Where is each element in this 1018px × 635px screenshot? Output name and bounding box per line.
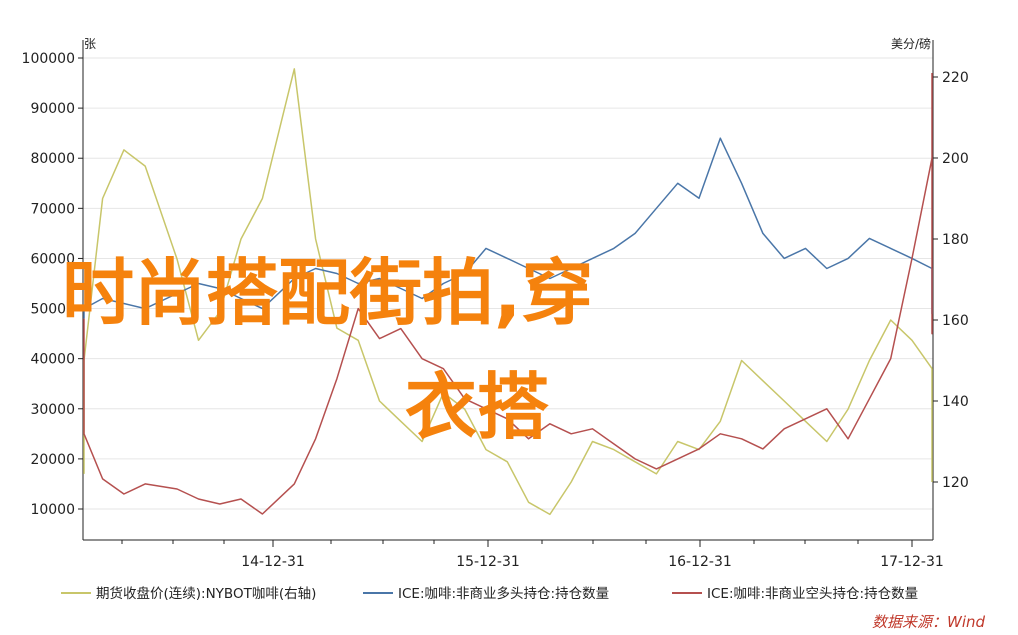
- right-tick-label: 140: [942, 394, 969, 410]
- right-tick-label: 180: [942, 232, 969, 248]
- x-tick-label: 14-12-31: [241, 554, 305, 570]
- left-axis-unit: 张: [84, 37, 96, 51]
- label-layer: 10000 20000 30000 40000 50000 60000 70000 80000…: [22, 36, 969, 570]
- x-tick-label: 17-12-31: [880, 554, 944, 570]
- legend-label-3: ICE:咖啡:非商业空头持仓:持仓数量: [707, 586, 918, 602]
- legend-label-1: 期货收盘价(连续):NYBOT咖啡(右轴): [96, 585, 316, 602]
- watermark-line-1: 时尚搭配街拍,穿: [62, 251, 593, 335]
- right-tick-label: 200: [942, 151, 969, 167]
- right-tick-label: 160: [942, 313, 969, 329]
- left-tick-label: 70000: [30, 201, 75, 217]
- left-tick-label: 50000: [30, 302, 75, 318]
- right-tick-label: 120: [942, 475, 969, 491]
- legend-label-2: ICE:咖啡:非商业多头持仓:持仓数量: [398, 585, 609, 602]
- watermark-line-2: 衣搭: [405, 365, 549, 449]
- series-line-1: [83, 68, 933, 516]
- x-tick-label: 16-12-31: [668, 554, 732, 570]
- right-tick-label: 220: [942, 70, 969, 86]
- legend-layer: 期货收盘价(连续):NYBOT咖啡(右轴) ICE:咖啡:非商业多头持仓:持仓数量…: [61, 585, 918, 602]
- x-tick-label: 15-12-31: [456, 554, 520, 570]
- left-tick-label: 20000: [30, 452, 75, 468]
- axis-layer: [78, 40, 938, 547]
- series-layer: [83, 68, 933, 516]
- data-source-label: 数据来源：Wind: [872, 613, 986, 631]
- left-tick-label: 30000: [30, 402, 75, 418]
- left-tick-label: 100000: [22, 51, 75, 67]
- left-tick-label: 80000: [30, 151, 75, 167]
- left-tick-label: 40000: [30, 352, 75, 368]
- left-tick-label: 60000: [30, 251, 75, 267]
- left-tick-label: 10000: [30, 502, 75, 518]
- right-axis-unit: 美分/磅: [891, 36, 931, 51]
- left-tick-label: 90000: [30, 101, 75, 117]
- series-line-3: [83, 73, 933, 515]
